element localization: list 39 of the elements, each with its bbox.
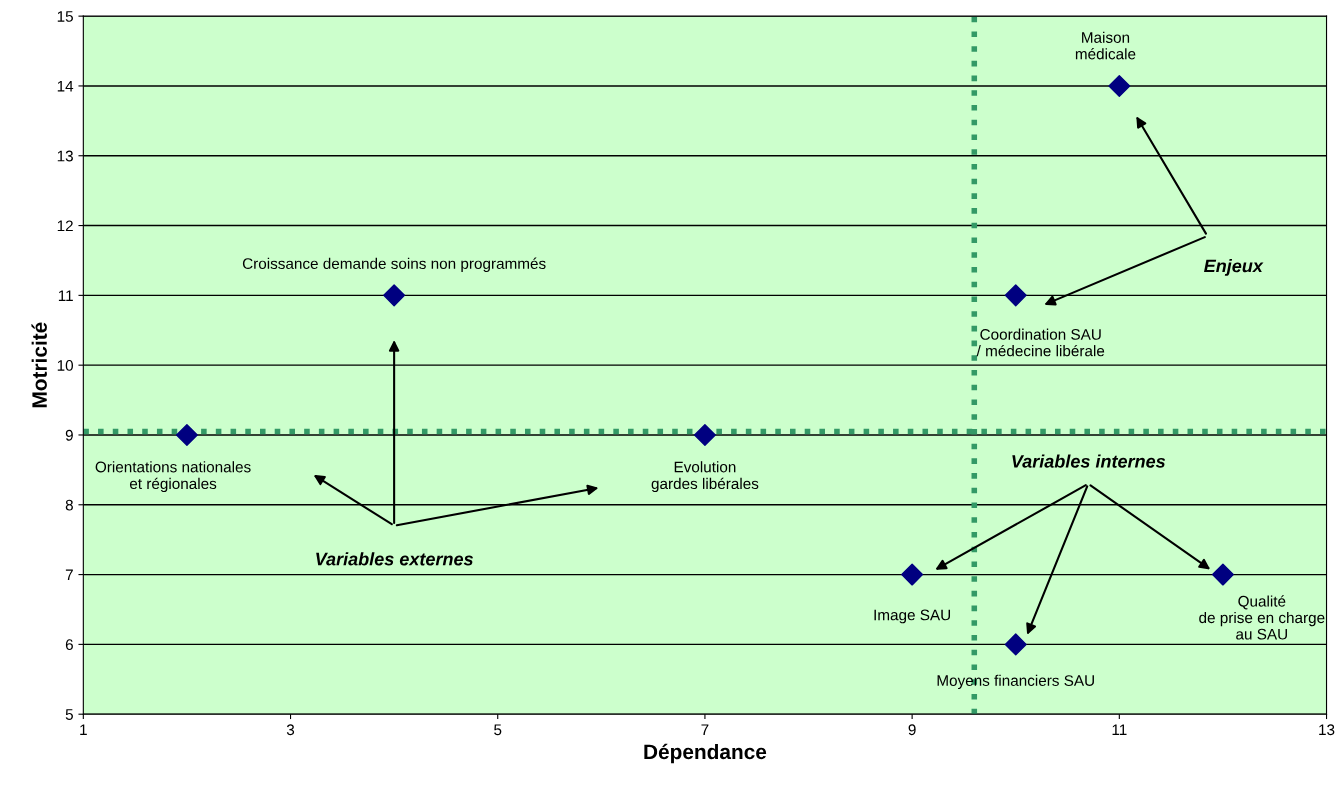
y-tick-label: 7 [65,569,73,581]
x-tick-label: 5 [494,724,502,736]
y-tick-label: 9 [65,429,73,441]
point [1211,563,1234,586]
point [383,284,406,307]
annotation: Qualité de prise en charge au SAU [1199,595,1325,640]
y-tick-label: 11 [58,290,73,301]
y-axis-title: Motricité [31,322,47,408]
annotation: Enjeux [1204,259,1264,276]
x-axis-title: Dépendance [644,743,767,764]
annotation: Coordination SAU / médecine libérale [976,328,1105,357]
y-tick-label: 6 [65,639,73,651]
x-tick-label: 1 [80,724,87,735]
y-tick-label: 10 [57,360,74,371]
annotation: Image SAU [874,609,951,624]
annotation: Croissance demande soins non programmés [242,257,546,273]
y-tick-label: 8 [65,499,73,511]
point [693,423,716,446]
annotation: Maison médicale [1075,31,1136,60]
point [1004,284,1027,307]
y-tick-label: 15 [57,11,73,22]
annotation: Evolution gardes libérales [651,461,759,493]
annotation: Variables externes [316,552,473,566]
x-tick-label: 9 [908,724,916,736]
x-tick-label: 3 [286,724,295,736]
point [1108,74,1131,97]
point [175,423,198,446]
point [901,563,924,586]
annotation: Orientations nationales et régionales [95,461,251,493]
y-tick-label: 14 [57,80,74,92]
y-tick-label: 5 [65,709,73,720]
annotation: Moyens financiers SAU [937,674,1094,690]
y-tick-label: 13 [57,150,73,162]
annotation: Variables internes [1012,454,1166,468]
x-tick-label: 13 [1319,724,1335,736]
x-tick-label: 11 [1112,724,1127,735]
y-tick-label: 12 [57,220,73,232]
point [1004,633,1027,656]
x-tick-label: 7 [701,724,709,735]
